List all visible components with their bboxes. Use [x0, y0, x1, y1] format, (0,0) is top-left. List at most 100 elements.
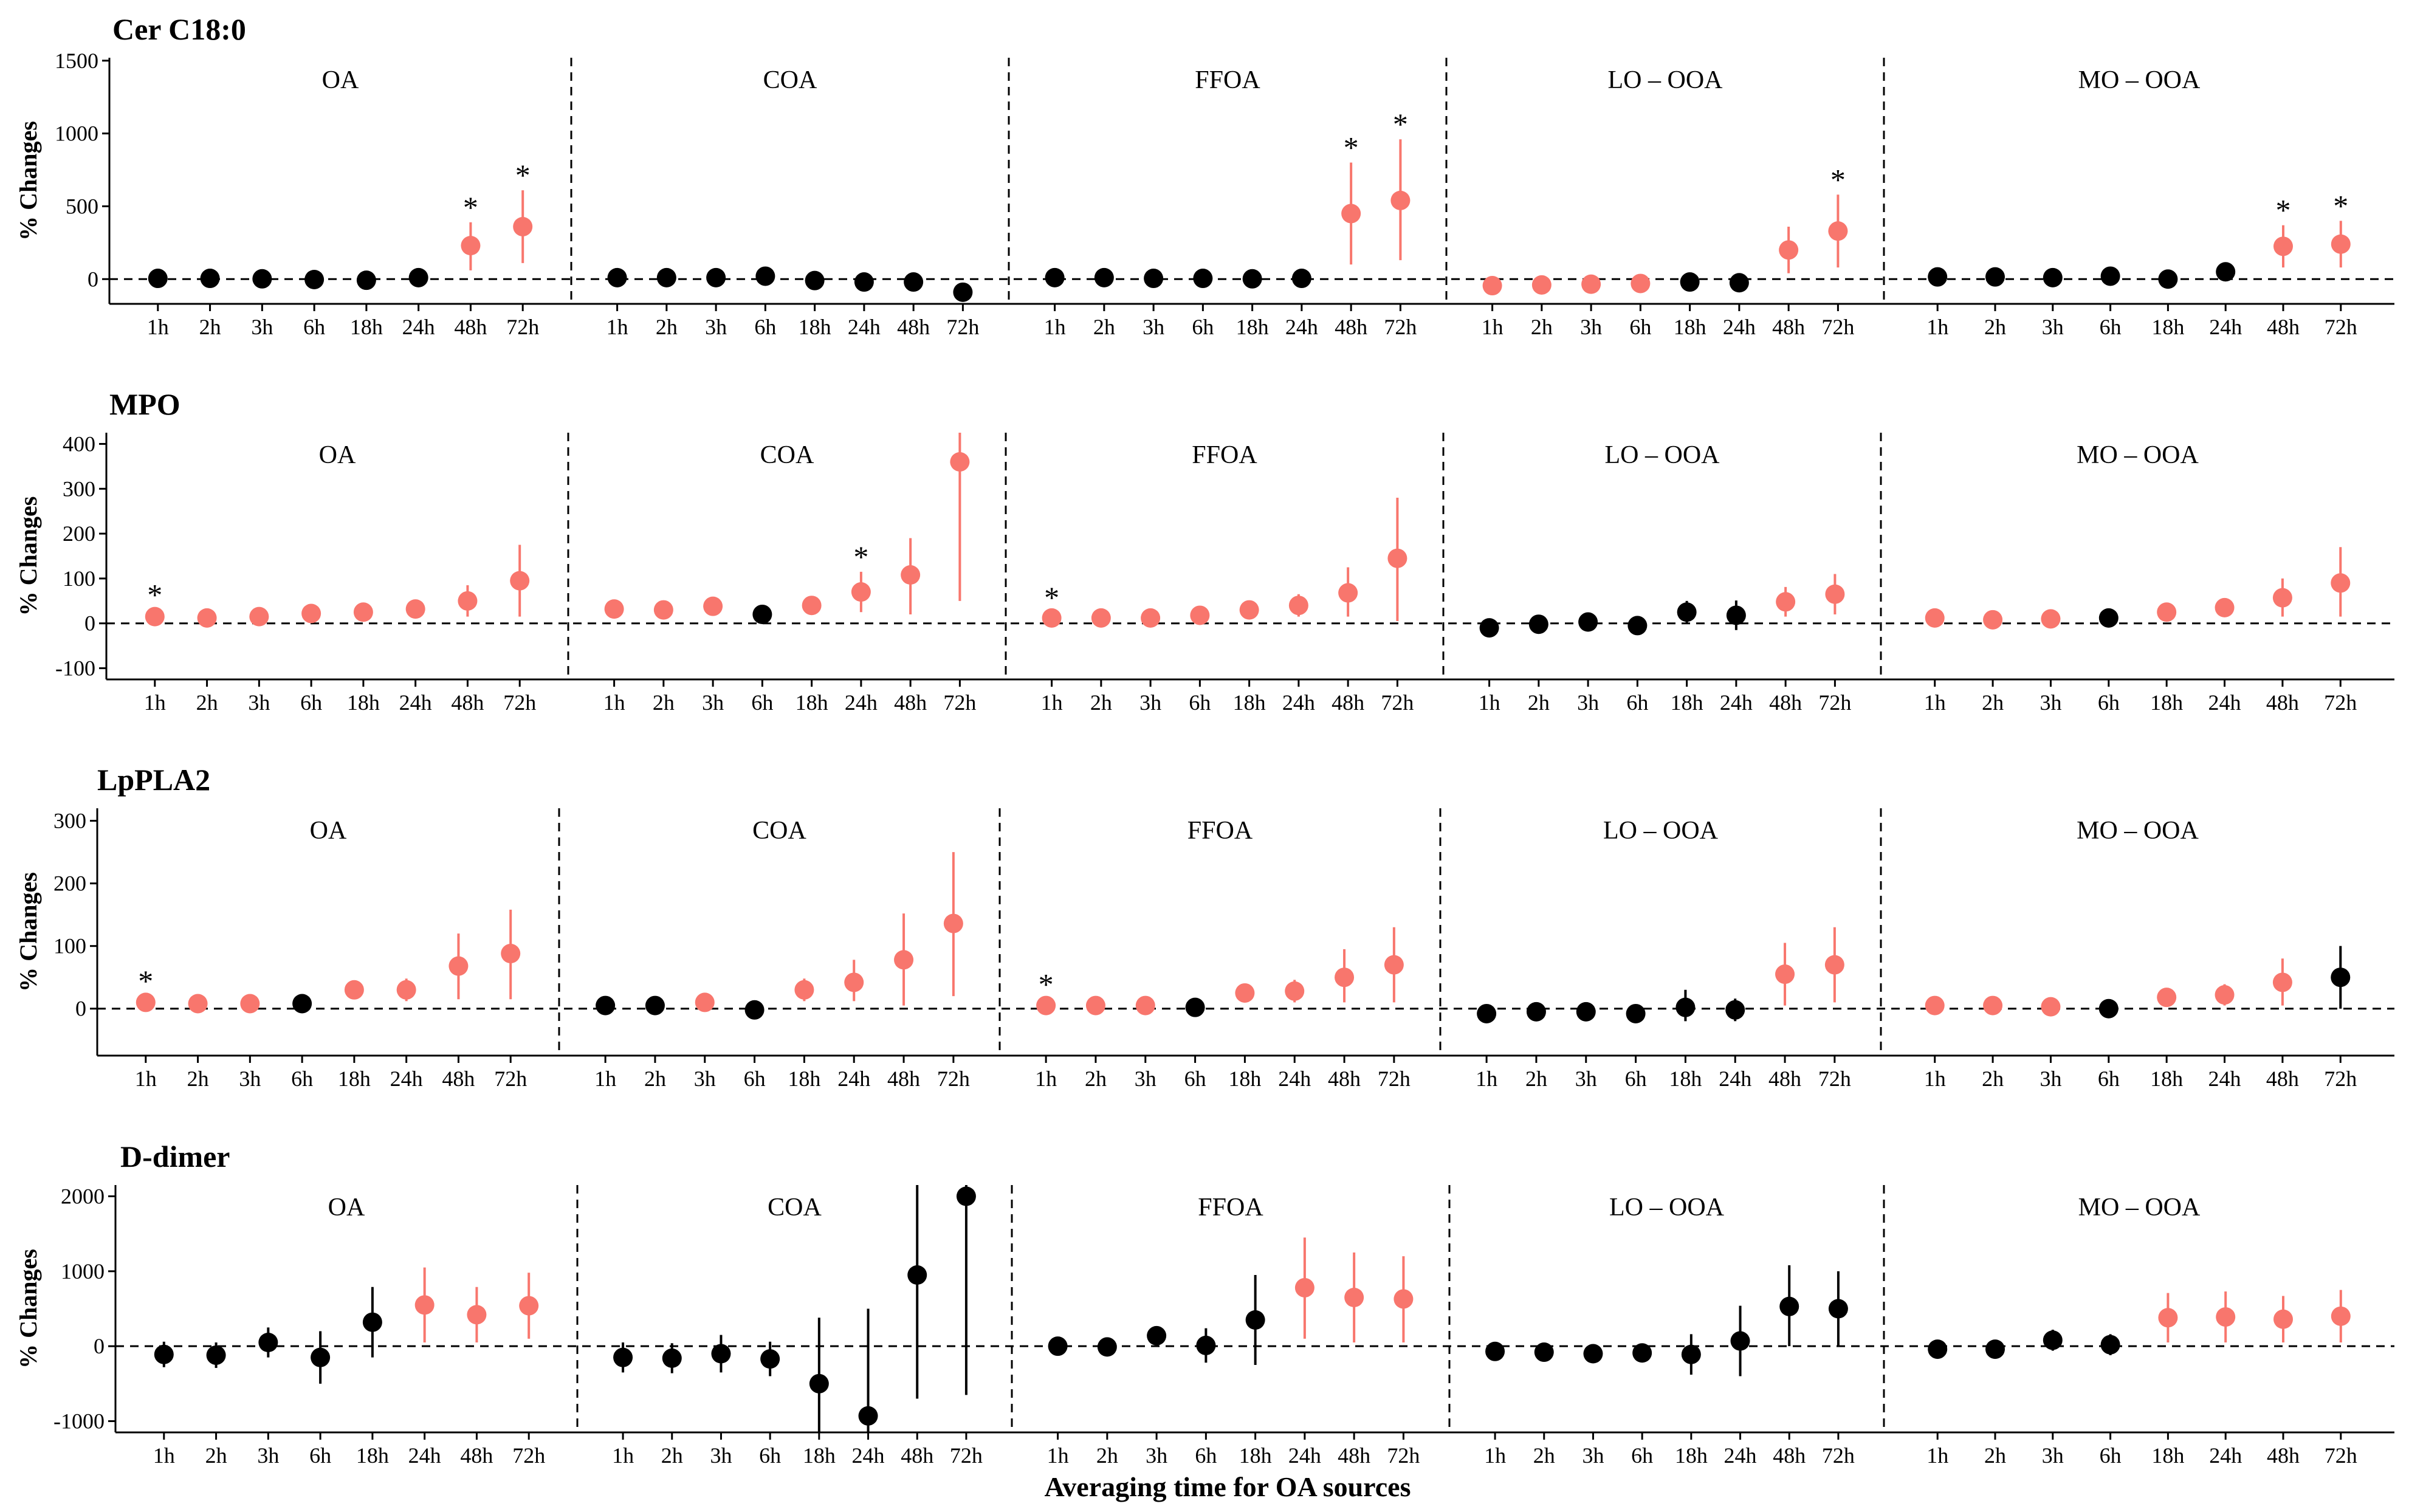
x-tick-label: 18h	[796, 690, 828, 715]
data-point	[794, 980, 814, 1000]
x-tick-label: 3h	[1580, 315, 1602, 339]
y-tick-label: 0	[84, 611, 95, 636]
x-tick-label: 2h	[196, 690, 218, 715]
data-point	[1928, 1339, 1948, 1359]
data-point	[607, 267, 627, 287]
data-point	[1135, 995, 1155, 1015]
x-tick-label: 2h	[1982, 690, 2004, 715]
x-tick-label: 1h	[1924, 690, 1946, 715]
x-tick-label: 48h	[2266, 1067, 2299, 1091]
x-tick-label: 1h	[612, 1443, 634, 1468]
x-tick-label: 2h	[1085, 1067, 1107, 1091]
facet-3: FFOA 1h 2h 3h 6h 18h 24h 48h * 72h *	[1044, 66, 1417, 339]
data-point	[2273, 1309, 2293, 1329]
data-point	[1185, 997, 1205, 1017]
data-point	[1627, 616, 1648, 636]
data-point	[950, 452, 970, 472]
x-tick-label: 2h	[199, 315, 221, 339]
data-point	[301, 603, 321, 624]
x-tick-label: 6h	[291, 1067, 313, 1091]
data-point	[1094, 267, 1114, 287]
x-tick-label: 6h	[2100, 1443, 2122, 1468]
significance-star: *	[2333, 188, 2348, 222]
x-tick-label: 3h	[1146, 1443, 1167, 1468]
data-point	[894, 950, 914, 970]
data-point	[943, 913, 963, 933]
x-tick-label: 24h	[1285, 315, 1318, 339]
data-point	[252, 269, 272, 289]
data-point	[1534, 1342, 1554, 1363]
x-tick-label: 18h	[350, 315, 383, 339]
data-point	[1285, 981, 1305, 1001]
y-axis-label: % Changes	[15, 872, 42, 992]
data-point	[613, 1347, 633, 1367]
x-tick-label: 24h	[1720, 690, 1753, 715]
x-axis-title: Averaging time for OA sources	[1044, 1471, 1411, 1502]
facet-label: MO – OOA	[2077, 817, 2199, 845]
data-point	[1341, 204, 1361, 224]
facet-label: OA	[319, 441, 356, 469]
data-point	[2158, 1308, 2178, 1328]
data-point	[414, 1295, 435, 1315]
x-tick-label: 6h	[1629, 315, 1651, 339]
x-tick-label: 18h	[356, 1443, 389, 1468]
data-point	[1091, 608, 1111, 628]
x-tick-label: 48h	[1772, 315, 1805, 339]
data-point	[760, 1349, 780, 1369]
data-point	[851, 582, 871, 602]
panel-title: D-dimer	[120, 1139, 230, 1174]
significance-star: *	[1044, 580, 1059, 614]
data-point	[1775, 964, 1795, 985]
x-tick-label: 24h	[1282, 690, 1315, 715]
x-tick-label: 6h	[2100, 315, 2122, 339]
x-tick-label: 2h	[1984, 315, 2006, 339]
data-point	[1576, 1002, 1596, 1022]
x-tick-label: 24h	[390, 1067, 423, 1091]
data-point	[2157, 988, 2177, 1008]
x-tick-label: 3h	[248, 690, 270, 715]
data-point	[1983, 610, 2003, 630]
x-tick-label: 18h	[788, 1067, 820, 1091]
y-tick-label: 0	[75, 997, 86, 1021]
x-tick-label: 1h	[603, 690, 625, 715]
x-tick-label: 72h	[2325, 1443, 2357, 1468]
data-point	[662, 1348, 682, 1368]
x-tick-label: 1h	[1044, 315, 1066, 339]
x-tick-label: 6h	[1192, 315, 1214, 339]
data-point	[1394, 1289, 1414, 1309]
facet-3: FFOA 1h * 2h 3h 6h 18h 24h 48h 72h	[1035, 817, 1411, 1091]
significance-star: *	[515, 158, 531, 192]
x-tick-label: 3h	[2040, 690, 2061, 715]
data-point	[2331, 234, 2351, 254]
data-point	[2216, 1307, 2236, 1327]
x-tick-label: 24h	[1724, 1443, 1757, 1468]
data-point	[1485, 1341, 1505, 1361]
data-point	[653, 600, 673, 620]
data-point	[2100, 266, 2120, 286]
x-tick-label: 48h	[1332, 690, 1364, 715]
data-point	[197, 608, 217, 628]
data-point	[467, 1305, 487, 1325]
data-point	[2041, 609, 2061, 629]
data-point	[645, 995, 665, 1015]
facet-1: OA 1h 2h 3h 6h 18h 24h 48h 72h	[153, 1194, 545, 1468]
x-tick-label: 2h	[1533, 1443, 1555, 1468]
facet-label: COA	[768, 1194, 822, 1222]
x-tick-label: 72h	[1818, 690, 1851, 715]
significance-star: *	[1344, 131, 1359, 165]
x-tick-label: 24h	[1719, 1067, 1751, 1091]
x-tick-label: 48h	[901, 1443, 933, 1468]
x-tick-label: 72h	[494, 1067, 527, 1091]
x-tick-label: 18h	[1675, 1443, 1708, 1468]
x-tick-label: 48h	[894, 690, 927, 715]
data-point	[1626, 1003, 1646, 1023]
data-point	[1196, 1335, 1216, 1355]
data-point	[1085, 995, 1105, 1015]
x-tick-label: 18h	[2150, 1067, 2183, 1091]
data-point	[2331, 967, 2351, 988]
x-tick-label: 1h	[147, 315, 169, 339]
facet-label: MO – OOA	[2077, 441, 2199, 469]
data-point	[206, 1345, 226, 1365]
x-tick-label: 1h	[594, 1067, 616, 1091]
data-point	[858, 1406, 878, 1426]
